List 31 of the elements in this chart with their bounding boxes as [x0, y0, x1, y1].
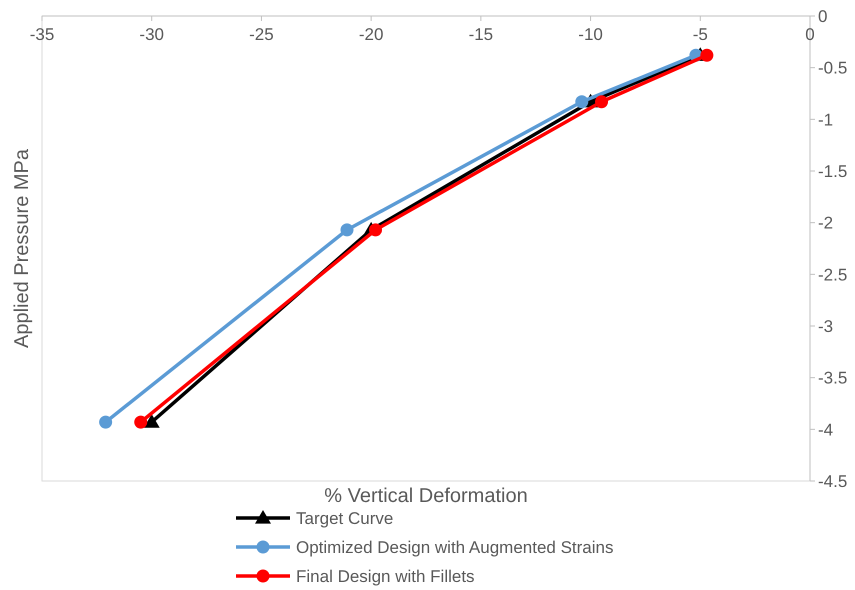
y-tick-label: -1.5: [818, 162, 848, 181]
point: [700, 48, 714, 62]
legend-label: Optimized Design with Augmented Strains: [296, 538, 614, 557]
y-tick-label: -2: [818, 214, 834, 233]
point: [134, 416, 148, 429]
x-axis-title: % Vertical Deformation: [324, 485, 528, 507]
point: [369, 223, 382, 236]
point: [144, 414, 160, 428]
x-tick-label: -35: [30, 25, 54, 44]
legend-label: Final Design with Fillets: [296, 567, 475, 586]
point: [99, 416, 112, 429]
point: [575, 95, 588, 108]
x-tick-label: -20: [358, 25, 384, 44]
x-tick-label: -5: [692, 25, 708, 44]
x-tick-label: -10: [578, 25, 603, 44]
y-tick-label: -4.5: [818, 472, 848, 491]
x-tick-label: -25: [249, 25, 274, 44]
point: [595, 95, 608, 108]
y-tick-label: -4: [818, 420, 834, 440]
y-tick-label: -3: [818, 317, 834, 336]
y-tick-label: -3.5: [818, 368, 848, 388]
y-tick-label: 0: [818, 7, 828, 26]
point: [340, 223, 354, 236]
y-tick-label: -0.5: [818, 58, 848, 78]
y-tick-label: -1: [818, 110, 834, 130]
legend-label: Target Curve: [296, 509, 394, 528]
x-tick-label: -15: [468, 25, 494, 44]
x-tick-label: 0: [805, 25, 815, 44]
y-axis-title: Applied Pressure MPa: [11, 148, 33, 348]
x-tick-label: -30: [139, 25, 164, 44]
y-tick-label: -2.5: [818, 265, 848, 284]
